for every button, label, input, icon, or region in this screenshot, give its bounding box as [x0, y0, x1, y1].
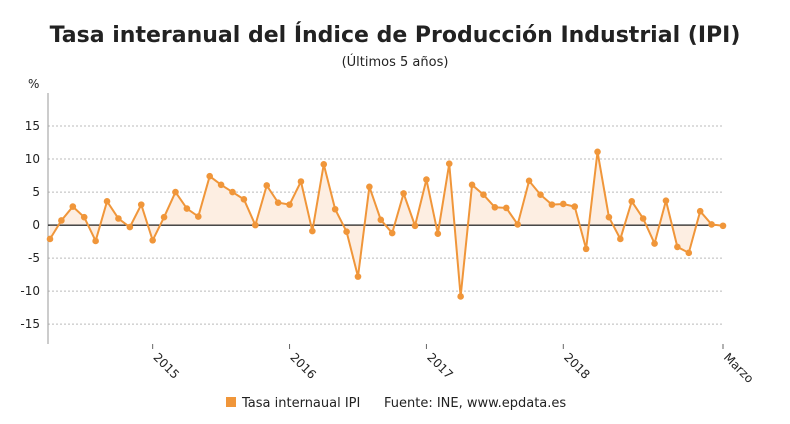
point [115, 215, 122, 222]
x-tick-label: 2018 [561, 350, 592, 381]
point [480, 191, 487, 199]
point [126, 223, 134, 231]
point [617, 235, 624, 243]
point [103, 198, 111, 205]
x-tick-label: Marzo [721, 350, 757, 386]
y-tick-label: 0 [32, 218, 40, 232]
point [491, 203, 499, 211]
point [685, 249, 693, 257]
point [46, 235, 54, 243]
point [366, 183, 373, 191]
y-tick-label: -15 [20, 317, 40, 331]
chart-title: Tasa interanual del Índice de Producción… [50, 22, 741, 48]
point [297, 178, 305, 185]
point [582, 245, 590, 253]
point [252, 221, 259, 229]
point [628, 198, 636, 205]
point [400, 190, 407, 197]
legend-swatch [226, 397, 236, 407]
point [468, 181, 476, 189]
point [571, 203, 579, 210]
point [560, 200, 567, 208]
y-tick-label: -10 [20, 284, 40, 298]
point [423, 176, 430, 183]
point [274, 199, 282, 206]
point [217, 181, 225, 189]
line [49, 151, 724, 297]
point [434, 230, 442, 237]
point [80, 213, 88, 221]
y-tick-label: -5 [28, 251, 40, 265]
y-tick-label: 5 [32, 185, 40, 199]
point [149, 236, 156, 244]
point [377, 216, 385, 224]
point [537, 191, 544, 199]
point [662, 197, 670, 204]
point [172, 188, 179, 196]
x-tick-label: 2016 [287, 350, 318, 381]
point [457, 293, 464, 300]
point [229, 188, 236, 196]
point [696, 207, 704, 215]
point [183, 205, 191, 212]
point [320, 161, 328, 168]
chart-subtitle: (Últimos 5 años) [342, 54, 449, 70]
point [605, 213, 613, 221]
point [58, 217, 65, 224]
point [309, 227, 316, 235]
source: Fuente: INE, www.epdata.es [384, 396, 566, 411]
legend-label: Tasa internaual IPI [241, 396, 360, 411]
y-tick-label: 15 [25, 119, 40, 133]
point [286, 201, 293, 208]
point [594, 148, 601, 156]
y-axis-label: % [28, 77, 39, 91]
point [708, 221, 715, 228]
point [92, 237, 99, 245]
point [240, 196, 248, 203]
point [514, 221, 521, 228]
point [388, 229, 396, 237]
point [331, 205, 339, 213]
point [548, 201, 556, 208]
point [137, 201, 145, 208]
y-tick-label: 10 [25, 152, 40, 166]
point [343, 228, 350, 236]
x-tick-label: 2015 [151, 350, 182, 381]
point [445, 160, 453, 167]
point [525, 177, 533, 185]
point [206, 172, 213, 180]
point [651, 240, 658, 247]
point [674, 243, 681, 251]
x-tick-label: 2017 [424, 350, 455, 381]
point [719, 222, 727, 230]
point [194, 213, 202, 220]
point [354, 273, 362, 280]
point [411, 222, 419, 230]
area [50, 151, 723, 297]
point [69, 203, 77, 210]
plot-area: -15 -10 -5 0 5 10 15 2015 2016 2017 2018 Marzo [20, 93, 756, 386]
point [639, 215, 647, 222]
point [160, 213, 168, 221]
point [263, 182, 271, 189]
point [502, 204, 510, 212]
